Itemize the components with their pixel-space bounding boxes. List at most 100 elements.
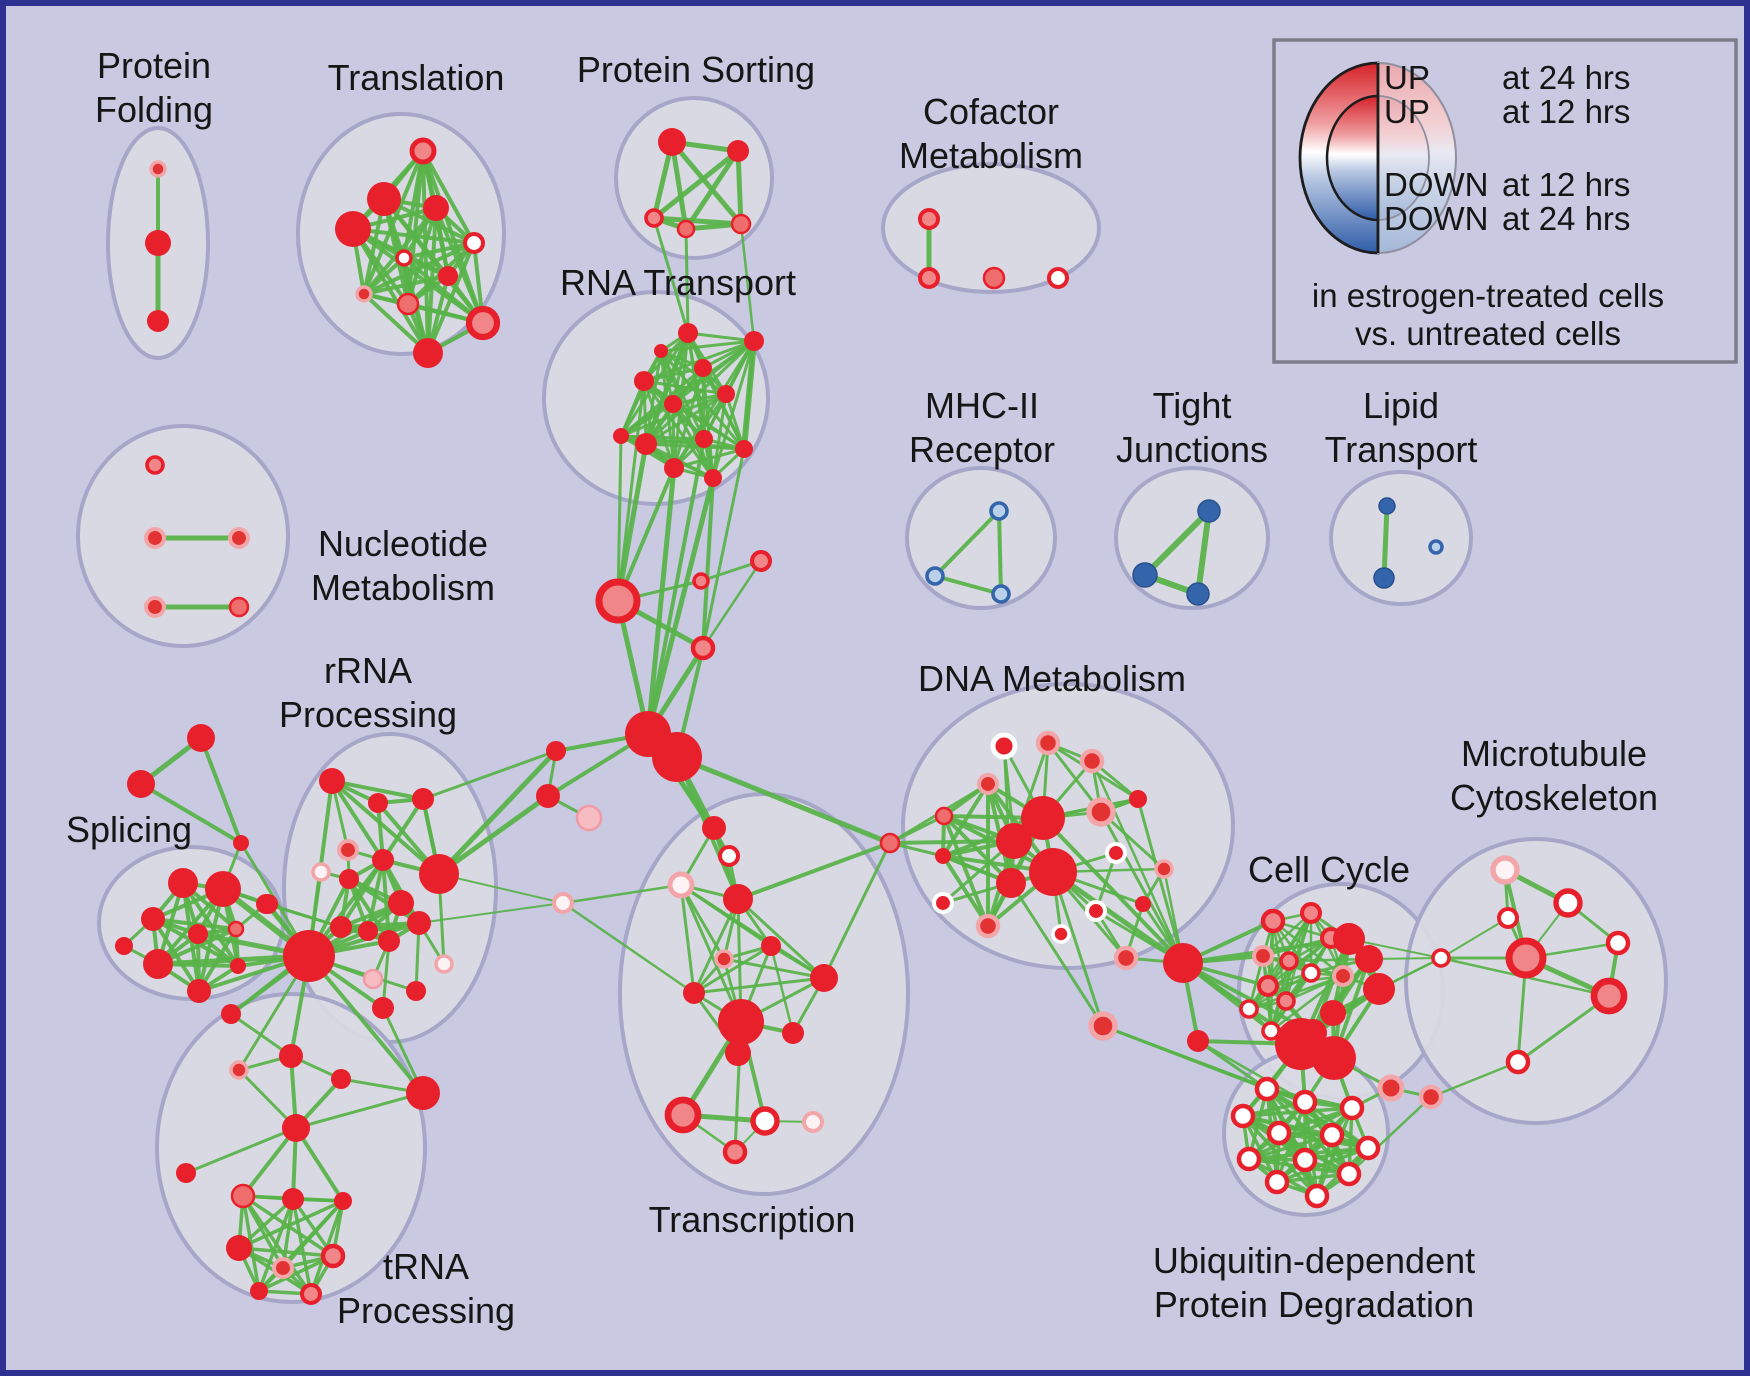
legend-time-label: at 24 hrs [1502, 200, 1630, 237]
edge [381, 797, 425, 862]
gene-node-cc12 [1333, 923, 1365, 955]
cluster-label-cofactor-metabolism: Cofactor [923, 91, 1059, 132]
edge [888, 839, 1016, 845]
edge [1051, 870, 1105, 1028]
edge [711, 392, 728, 480]
gene-node-d9 [996, 823, 1032, 859]
cluster-ellipse-cofactor-metabolism [881, 162, 1101, 294]
edge [651, 148, 741, 221]
gene-node-n2 [143, 526, 167, 550]
gene-node-u7 [1355, 1135, 1381, 1161]
gene-node-rr3 [412, 788, 434, 810]
gene-node-tx13 [750, 1106, 780, 1136]
network-nodes [115, 128, 1631, 1306]
gene-node-d10 [996, 868, 1026, 898]
gene-node-pf1 [149, 160, 167, 178]
edge [139, 782, 243, 845]
edge [736, 841, 892, 901]
cluster-label-lipid-transport: Transport [1325, 429, 1478, 470]
cluster-label-microtubule-cytoskeleton: Microtubule [1461, 733, 1647, 774]
gene-node-t3 [423, 195, 449, 221]
edge [1516, 994, 1611, 1064]
edge [674, 754, 893, 846]
gene-node-d17 [1084, 899, 1108, 923]
edge [351, 227, 476, 245]
gene-node-tn8 [282, 1188, 304, 1210]
legend: UP at 24 hrs UP at 12 hrs DOWN at 12 hrs DOWN a… [1272, 38, 1738, 364]
edge [184, 1126, 298, 1175]
gene-node-t8 [355, 285, 373, 303]
edge [739, 222, 756, 343]
gene-node-c4 [1046, 266, 1070, 290]
gene-node-m1 [989, 501, 1009, 521]
gene-node-tx10 [782, 1022, 804, 1044]
edge [645, 475, 716, 737]
edge [561, 883, 683, 905]
gene-node-r3 [694, 359, 712, 377]
cluster-ellipse-trna-processing [155, 992, 427, 1304]
gene-node-sp8 [230, 958, 246, 974]
gene-node-mt2 [1553, 888, 1583, 918]
edge [683, 148, 741, 232]
edge [1429, 1060, 1520, 1099]
edge [330, 779, 425, 801]
edge [644, 349, 663, 446]
gene-node-mt6 [1590, 977, 1628, 1015]
gene-node-cc1 [1260, 908, 1286, 934]
edge [1381, 503, 1390, 581]
gene-node-mt5 [1605, 930, 1631, 956]
edge [735, 148, 744, 227]
legend-footer-line: in estrogen-treated cells [1312, 277, 1664, 314]
edge [692, 897, 740, 995]
gene-node-x1 [1431, 948, 1451, 968]
edge [1196, 1039, 1307, 1104]
edge [645, 465, 677, 737]
edge [692, 944, 773, 995]
gene-node-d5 [934, 806, 954, 826]
edge [1136, 797, 1185, 965]
edge [1009, 881, 1105, 1028]
gene-node-h7 [546, 741, 566, 761]
gene-node-l2 [1373, 567, 1395, 589]
gene-node-cc2 [1299, 901, 1323, 925]
cluster-ellipse-dna-metabolism [901, 682, 1235, 970]
gene-node-tj1 [1197, 499, 1221, 523]
gene-node-rr10 [258, 894, 278, 914]
legend-direction-label: UP [1384, 93, 1430, 130]
edge [1090, 759, 1185, 965]
gene-node-tx1 [702, 816, 726, 840]
gene-node-sc [233, 835, 249, 851]
gene-node-d3 [1079, 748, 1105, 774]
cluster-label-transcription: Transcription [649, 1199, 856, 1240]
cluster-label-protein-sorting: Protein Sorting [577, 49, 815, 90]
gene-node-t1 [409, 137, 437, 165]
cluster-label-protein-folding: Folding [95, 89, 213, 130]
gene-node-t2 [367, 182, 401, 216]
gene-node-cc6 [1256, 974, 1280, 998]
gene-node-t4 [335, 211, 371, 247]
gene-node-h6 [652, 732, 702, 782]
edge [616, 434, 623, 603]
gene-node-u8 [1236, 1146, 1262, 1172]
edge [701, 559, 763, 650]
gene-node-d14 [931, 891, 955, 915]
cluster-label-tight-junctions: Tight [1153, 385, 1232, 426]
edge [436, 793, 551, 877]
edge [701, 476, 715, 650]
edge [1247, 1133, 1334, 1161]
gene-node-tx7 [810, 964, 838, 992]
gene-node-rr14 [378, 930, 400, 952]
gene-node-u2 [1292, 1089, 1318, 1115]
edge [933, 509, 1001, 578]
gene-node-tx6 [714, 949, 734, 969]
gene-node-d13 [1129, 790, 1147, 808]
cluster-label-microtubule-cytoskeleton: Cytoskeleton [1450, 777, 1658, 818]
gene-node-d2 [1035, 730, 1061, 756]
edge [933, 574, 1003, 596]
edge [402, 241, 476, 260]
legend-box [1272, 38, 1738, 364]
gene-node-r12 [613, 428, 629, 444]
gene-node-rr12 [330, 916, 352, 938]
gene-node-d26 [1163, 943, 1203, 983]
